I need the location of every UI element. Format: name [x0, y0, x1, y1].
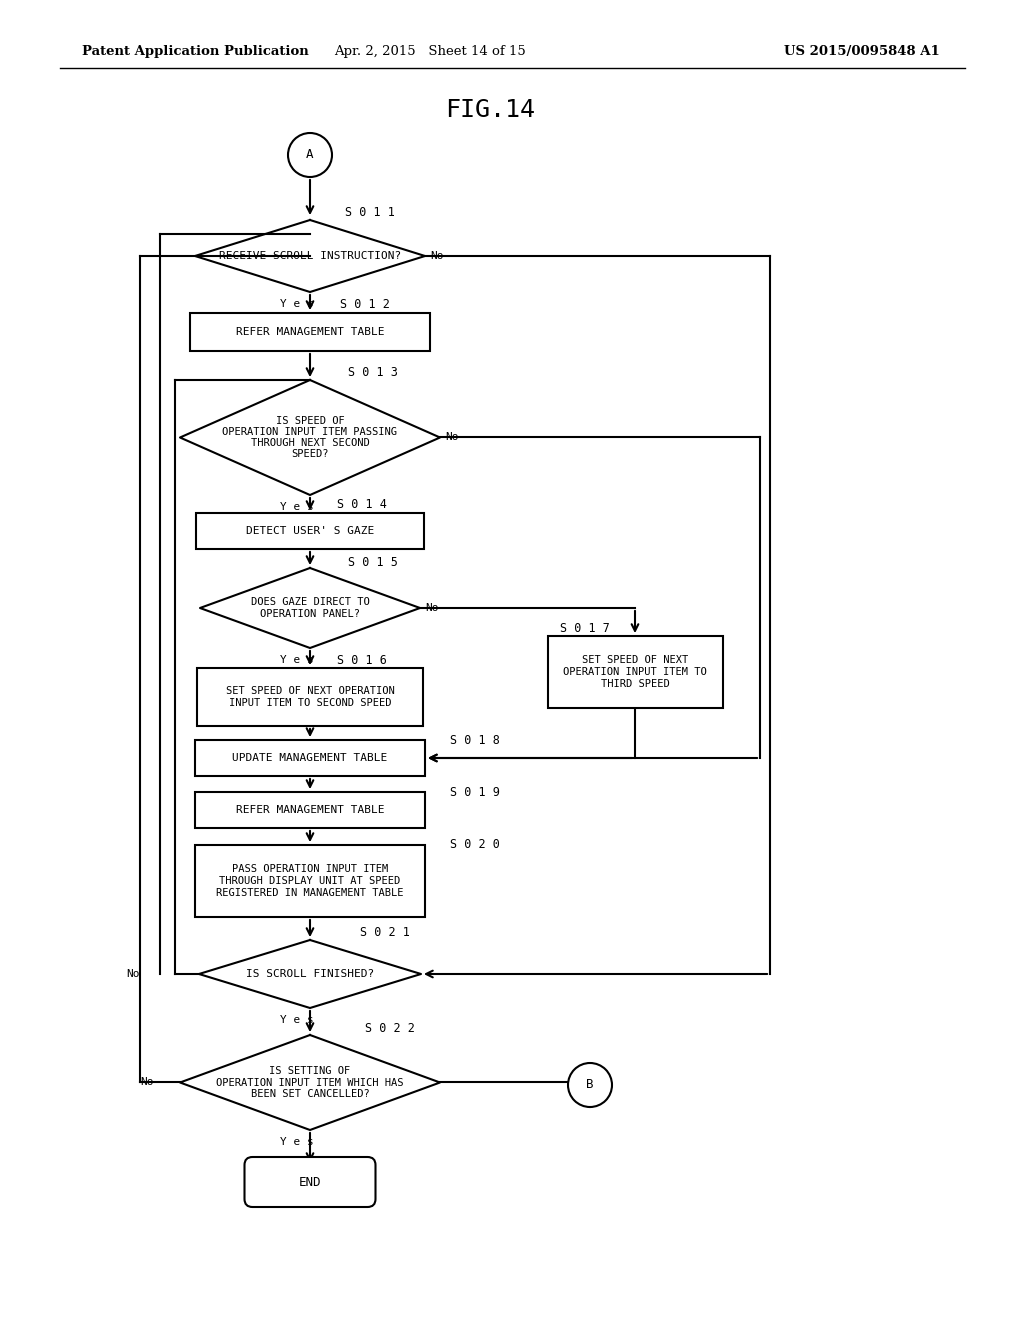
Text: S 0 1 3: S 0 1 3	[348, 366, 398, 379]
Text: S 0 1 7: S 0 1 7	[560, 622, 610, 635]
Text: S 0 2 2: S 0 2 2	[365, 1022, 415, 1035]
Text: OPERATION INPUT ITEM PASSING: OPERATION INPUT ITEM PASSING	[222, 426, 397, 437]
Text: S 0 1 6: S 0 1 6	[337, 653, 387, 667]
Text: S 0 1 4: S 0 1 4	[337, 499, 387, 511]
Text: IS SCROLL FINISHED?: IS SCROLL FINISHED?	[246, 969, 374, 979]
Text: SET SPEED OF NEXT OPERATION: SET SPEED OF NEXT OPERATION	[225, 686, 394, 696]
Text: No: No	[425, 603, 438, 612]
Text: THROUGH DISPLAY UNIT AT SPEED: THROUGH DISPLAY UNIT AT SPEED	[219, 876, 400, 886]
Text: BEEN SET CANCELLED?: BEEN SET CANCELLED?	[251, 1089, 370, 1098]
Text: S 0 2 1: S 0 2 1	[360, 927, 410, 940]
Text: THROUGH NEXT SECOND: THROUGH NEXT SECOND	[251, 438, 370, 447]
Text: REFER MANAGEMENT TABLE: REFER MANAGEMENT TABLE	[236, 805, 384, 814]
Text: REGISTERED IN MANAGEMENT TABLE: REGISTERED IN MANAGEMENT TABLE	[216, 887, 403, 898]
Bar	[195, 845, 425, 917]
Text: SPEED?: SPEED?	[291, 449, 329, 459]
Text: UPDATE MANAGEMENT TABLE: UPDATE MANAGEMENT TABLE	[232, 752, 388, 763]
Bar	[190, 313, 430, 351]
Text: A: A	[306, 149, 313, 161]
Text: S 0 1 9: S 0 1 9	[450, 785, 500, 799]
Text: FIG.14: FIG.14	[445, 98, 535, 121]
Text: S 0 1 2: S 0 1 2	[340, 298, 390, 312]
Text: RECEIVE SCROLL INSTRUCTION?: RECEIVE SCROLL INSTRUCTION?	[219, 251, 401, 261]
Text: REFER MANAGEMENT TABLE: REFER MANAGEMENT TABLE	[236, 327, 384, 337]
Text: DOES GAZE DIRECT TO: DOES GAZE DIRECT TO	[251, 598, 370, 607]
Text: No: No	[127, 969, 140, 979]
Text: OPERATION INPUT ITEM TO: OPERATION INPUT ITEM TO	[563, 667, 707, 677]
Text: Apr. 2, 2015   Sheet 14 of 15: Apr. 2, 2015 Sheet 14 of 15	[334, 45, 526, 58]
Text: IS SPEED OF: IS SPEED OF	[275, 416, 344, 425]
Bar	[195, 792, 425, 828]
Text: END: END	[299, 1176, 322, 1188]
Text: No: No	[445, 432, 459, 442]
Text: DETECT USER' S GAZE: DETECT USER' S GAZE	[246, 525, 374, 536]
Text: OPERATION PANEL?: OPERATION PANEL?	[260, 609, 360, 619]
Text: B: B	[587, 1078, 594, 1092]
Text: S 0 1 8: S 0 1 8	[450, 734, 500, 747]
Bar	[195, 741, 425, 776]
Text: US 2015/0095848 A1: US 2015/0095848 A1	[784, 45, 940, 58]
Text: Y e s: Y e s	[280, 1137, 313, 1147]
Text: S 0 1 1: S 0 1 1	[345, 206, 395, 219]
Text: SET SPEED OF NEXT: SET SPEED OF NEXT	[582, 655, 688, 665]
Bar	[548, 636, 723, 708]
Text: OPERATION INPUT ITEM WHICH HAS: OPERATION INPUT ITEM WHICH HAS	[216, 1077, 403, 1088]
FancyBboxPatch shape	[245, 1158, 376, 1206]
Text: No: No	[140, 1077, 154, 1086]
Text: Y e s: Y e s	[280, 655, 313, 665]
Circle shape	[288, 133, 332, 177]
Text: S 0 1 5: S 0 1 5	[348, 556, 398, 569]
Bar	[197, 668, 423, 726]
Circle shape	[568, 1063, 612, 1107]
Bar	[196, 513, 424, 549]
Text: INPUT ITEM TO SECOND SPEED: INPUT ITEM TO SECOND SPEED	[228, 698, 391, 708]
Text: Y e s: Y e s	[280, 300, 313, 309]
Text: S 0 2 0: S 0 2 0	[450, 838, 500, 851]
Text: PASS OPERATION INPUT ITEM: PASS OPERATION INPUT ITEM	[231, 865, 388, 874]
Text: THIRD SPEED: THIRD SPEED	[601, 678, 670, 689]
Text: Y e s: Y e s	[280, 1015, 313, 1026]
Text: Patent Application Publication: Patent Application Publication	[82, 45, 309, 58]
Text: No: No	[430, 251, 443, 261]
Text: Y e s: Y e s	[280, 502, 313, 512]
Text: IS SETTING OF: IS SETTING OF	[269, 1067, 350, 1076]
